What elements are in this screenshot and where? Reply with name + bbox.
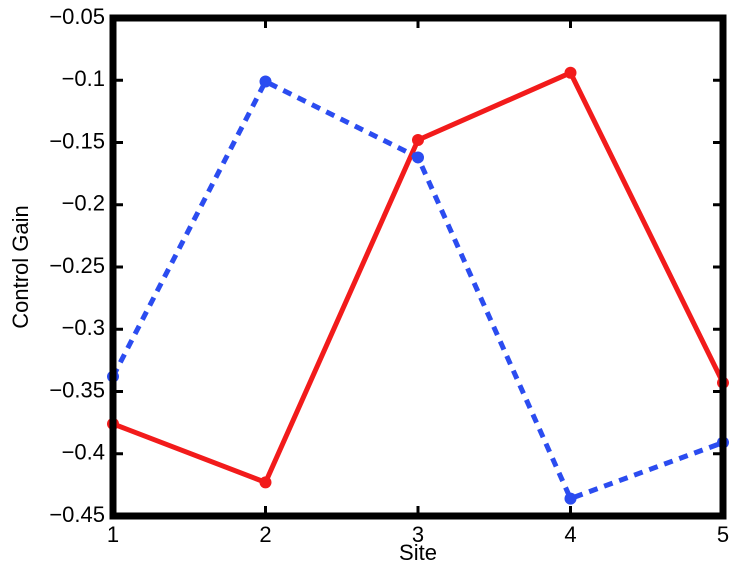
y-tick-label: −0.15 bbox=[49, 128, 105, 153]
y-tick-label: −0.4 bbox=[62, 440, 105, 465]
y-tick-label: −0.25 bbox=[49, 253, 105, 278]
x-tick-label: 3 bbox=[412, 522, 424, 547]
y-tick-label: −0.45 bbox=[49, 502, 105, 527]
series-point bbox=[259, 75, 272, 88]
series-point bbox=[564, 66, 577, 79]
y-tick-label: −0.05 bbox=[49, 4, 105, 29]
y-tick-label: −0.2 bbox=[62, 191, 105, 216]
series-point bbox=[564, 492, 577, 505]
series-point bbox=[259, 476, 272, 489]
y-tick-label: −0.1 bbox=[62, 66, 105, 91]
x-axis-label: Site bbox=[399, 540, 437, 565]
x-tick-label: 1 bbox=[107, 522, 119, 547]
series-point bbox=[412, 151, 424, 164]
series-point bbox=[412, 134, 424, 147]
x-tick-label: 5 bbox=[717, 522, 729, 547]
x-tick-label: 2 bbox=[259, 522, 271, 547]
x-tick-label: 4 bbox=[564, 522, 576, 547]
plot-frame bbox=[109, 14, 727, 520]
y-axis-label: Control Gain bbox=[8, 205, 33, 329]
y-tick-label: −0.35 bbox=[49, 377, 105, 402]
y-tick-label: −0.3 bbox=[62, 315, 105, 340]
